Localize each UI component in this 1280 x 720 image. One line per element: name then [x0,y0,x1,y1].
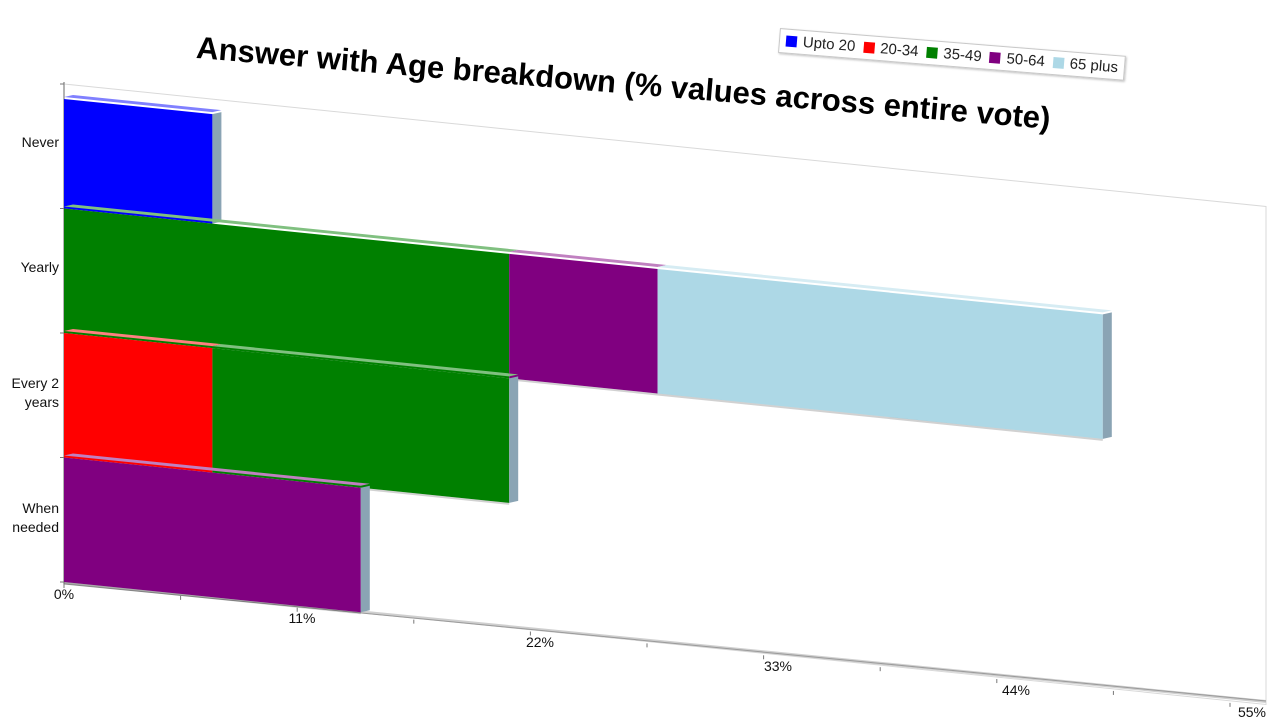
legend-item-65-plus: 65 plus [1052,54,1119,76]
bar-never-upto-20 [64,99,213,224]
legend-item-20-34: 20-34 [862,39,920,61]
bar-side-every-2-years [509,376,519,503]
bar-top-every-2-years-20-34 [64,329,222,347]
legend-item-50-64: 50-64 [989,49,1046,71]
y-label-never: Never [3,133,59,152]
y-label-yearly: Yearly [3,258,59,277]
x-tick-44: 44% [1001,682,1031,698]
y-label-when-needed-line-1: When [22,500,59,516]
bar-shadow-when-needed [63,582,361,615]
bar-yearly-50-64 [509,253,658,394]
legend-label-20-34: 20-34 [879,40,920,61]
legend-item-35-49: 35-49 [926,44,983,66]
legend-label-50-64: 50-64 [1005,50,1046,71]
legend-swatch-65-plus [1052,57,1065,69]
x-tick-11: 11% [288,610,316,626]
y-label-when-needed: When needed [3,499,59,537]
y-label-every-2-years: Every 2 years [3,374,59,412]
bar-every-2-years-20-34 [64,333,213,473]
bar-side-when-needed [360,485,370,613]
x-tick-0: 0% [53,586,75,602]
legend-swatch-20-34 [862,41,875,54]
legend-label-upto-20: Upto 20 [802,33,856,56]
legend-swatch-35-49 [926,46,938,59]
bar-side-never [212,112,222,224]
x-axis-line [63,583,1267,702]
y-label-when-needed-line-2: needed [12,519,59,535]
bar-top-yearly-50-64 [509,249,667,267]
bar-top-yearly-35-49 [64,204,519,252]
bar-top-yearly-65-plus [657,264,1112,313]
bars [63,95,1112,615]
legend-label-35-49: 35-49 [942,45,983,66]
x-tick-55: 55% [1237,704,1267,720]
legend-swatch-50-64 [989,51,1002,64]
y-label-yearly-line: Yearly [20,259,59,275]
bar-when-needed-50-64 [64,457,361,613]
bar-top-every-2-years-35-49 [212,344,519,377]
x-tick-22: 22% [525,634,555,650]
y-label-every-2-years-line-1: Every 2 [11,375,59,391]
legend-item-upto-20: Upto 20 [785,33,856,56]
bar-side-yearly [1102,312,1112,439]
legend-swatch-upto-20 [785,35,798,48]
legend-label-65-plus: 65 plus [1069,55,1119,77]
y-label-never-line: Never [21,134,59,150]
bar-yearly-35-49 [64,208,510,379]
bar-every-2-years-35-49 [212,348,510,503]
x-tick-33: 33% [763,658,793,674]
bar-top-never-upto-20 [64,95,222,113]
bar-yearly-65-plus [657,268,1103,439]
bar-top-when-needed-50-64 [64,453,370,486]
y-label-every-2-years-line-2: years [24,394,59,410]
